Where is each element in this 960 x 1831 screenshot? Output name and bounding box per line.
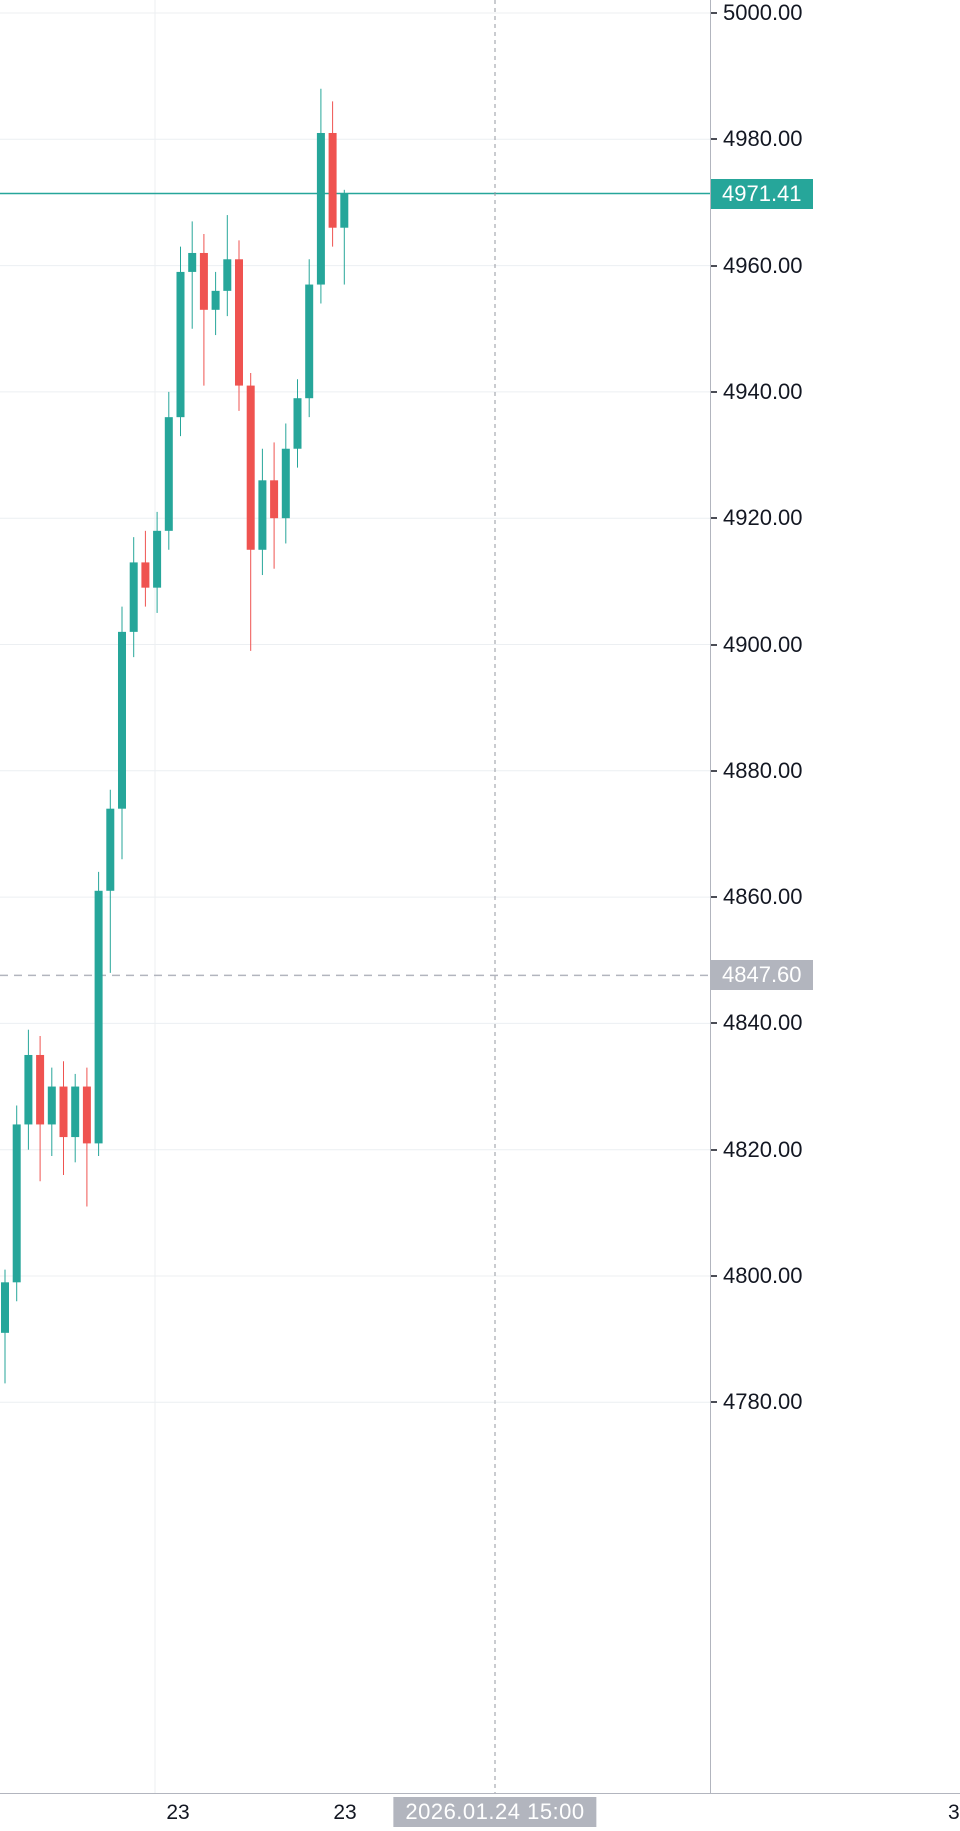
price-tick: 4980.00: [711, 126, 803, 152]
candle-body: [141, 562, 150, 588]
candle-body: [340, 193, 349, 228]
edge-partial-label: 3: [948, 1801, 960, 1824]
price-tick: 4800.00: [711, 1263, 803, 1289]
candle-body: [305, 284, 314, 399]
price-tick: 4960.00: [711, 253, 803, 279]
candle-body: [223, 259, 232, 291]
candle-body: [47, 1086, 56, 1125]
price-tick: 4780.00: [711, 1389, 803, 1415]
candle-body: [328, 132, 337, 228]
tick-dash-icon: [711, 1148, 717, 1151]
price-tick-label: 4820.00: [723, 1136, 803, 1162]
candle-body: [106, 808, 115, 891]
tick-dash-icon: [711, 1022, 717, 1025]
tick-dash-icon: [711, 264, 717, 267]
price-tick: 4900.00: [711, 632, 803, 658]
price-tick: 4920.00: [711, 505, 803, 531]
candlestick-plot: [0, 0, 710, 1793]
time-tick-label: 23: [333, 1801, 357, 1824]
candle-body: [71, 1086, 80, 1138]
candle-body: [281, 448, 290, 519]
candle-body: [129, 562, 138, 632]
time-tick-label: 23: [166, 1801, 190, 1824]
tick-dash-icon: [711, 12, 717, 14]
price-axis[interactable]: 4971.41 4847.60 5000.00 4980.00 4960.00 494…: [710, 0, 960, 1793]
price-tick: 4940.00: [711, 379, 803, 405]
candle-body: [176, 271, 185, 418]
tick-dash-icon: [711, 517, 717, 520]
candle-body: [235, 259, 243, 386]
candle-body: [164, 417, 173, 531]
candle-body: [118, 631, 126, 809]
tick-dash-icon: [711, 1275, 717, 1277]
tick-dash-icon: [711, 390, 717, 393]
tick-dash-icon: [711, 643, 717, 646]
level-price-label: 4847.60: [711, 960, 813, 991]
price-tick-label: 4940.00: [723, 378, 803, 404]
candle-body: [36, 1054, 45, 1125]
price-tick: 4880.00: [711, 758, 803, 784]
tick-dash-icon: [711, 1401, 717, 1404]
candle-body: [270, 480, 279, 519]
candle-body: [316, 132, 325, 285]
candle-body: [211, 290, 220, 310]
candle-body: [246, 385, 255, 550]
price-tick: 5000.00: [711, 0, 803, 26]
candle-body: [1, 1282, 9, 1333]
candle-body: [94, 890, 103, 1144]
candle-body: [12, 1124, 21, 1283]
chart-pane[interactable]: [0, 0, 710, 1793]
price-tick-label: 4800.00: [723, 1263, 803, 1288]
price-tick-label: 4880.00: [723, 757, 803, 783]
time-axis[interactable]: 2026.01.24 15:00 3 23 23: [0, 1793, 960, 1831]
level-price-text: 4847.60: [722, 962, 802, 988]
candle-body: [153, 530, 162, 588]
crosshair-time-text: 2026.01.24 15:00: [405, 1799, 585, 1824]
price-tick-label: 5000.00: [723, 0, 803, 25]
crosshair-time-label: 2026.01.24 15:00: [393, 1797, 597, 1827]
candle-body: [199, 252, 208, 310]
price-tick: 4860.00: [711, 884, 803, 910]
candle-body: [82, 1086, 91, 1144]
price-tick-label: 4980.00: [723, 126, 803, 152]
price-tick-label: 4840.00: [723, 1010, 803, 1036]
last-price-label: 4971.41: [711, 178, 813, 209]
price-tick-label: 4780.00: [723, 1389, 803, 1415]
price-tick: 4820.00: [711, 1137, 803, 1163]
tick-dash-icon: [711, 138, 717, 141]
candle-body: [188, 252, 197, 272]
price-tick-label: 4860.00: [723, 884, 803, 910]
price-tick-label: 4900.00: [723, 631, 803, 657]
tick-dash-icon: [711, 769, 717, 772]
last-price-text: 4971.41: [722, 180, 802, 206]
candle-body: [24, 1054, 33, 1125]
price-tick: 4840.00: [711, 1010, 803, 1036]
candle-body: [59, 1086, 68, 1138]
price-tick-label: 4920.00: [723, 505, 803, 531]
tick-dash-icon: [711, 896, 717, 899]
candle-body: [258, 480, 267, 550]
price-tick-label: 4960.00: [723, 252, 803, 278]
candle-body: [293, 398, 302, 449]
